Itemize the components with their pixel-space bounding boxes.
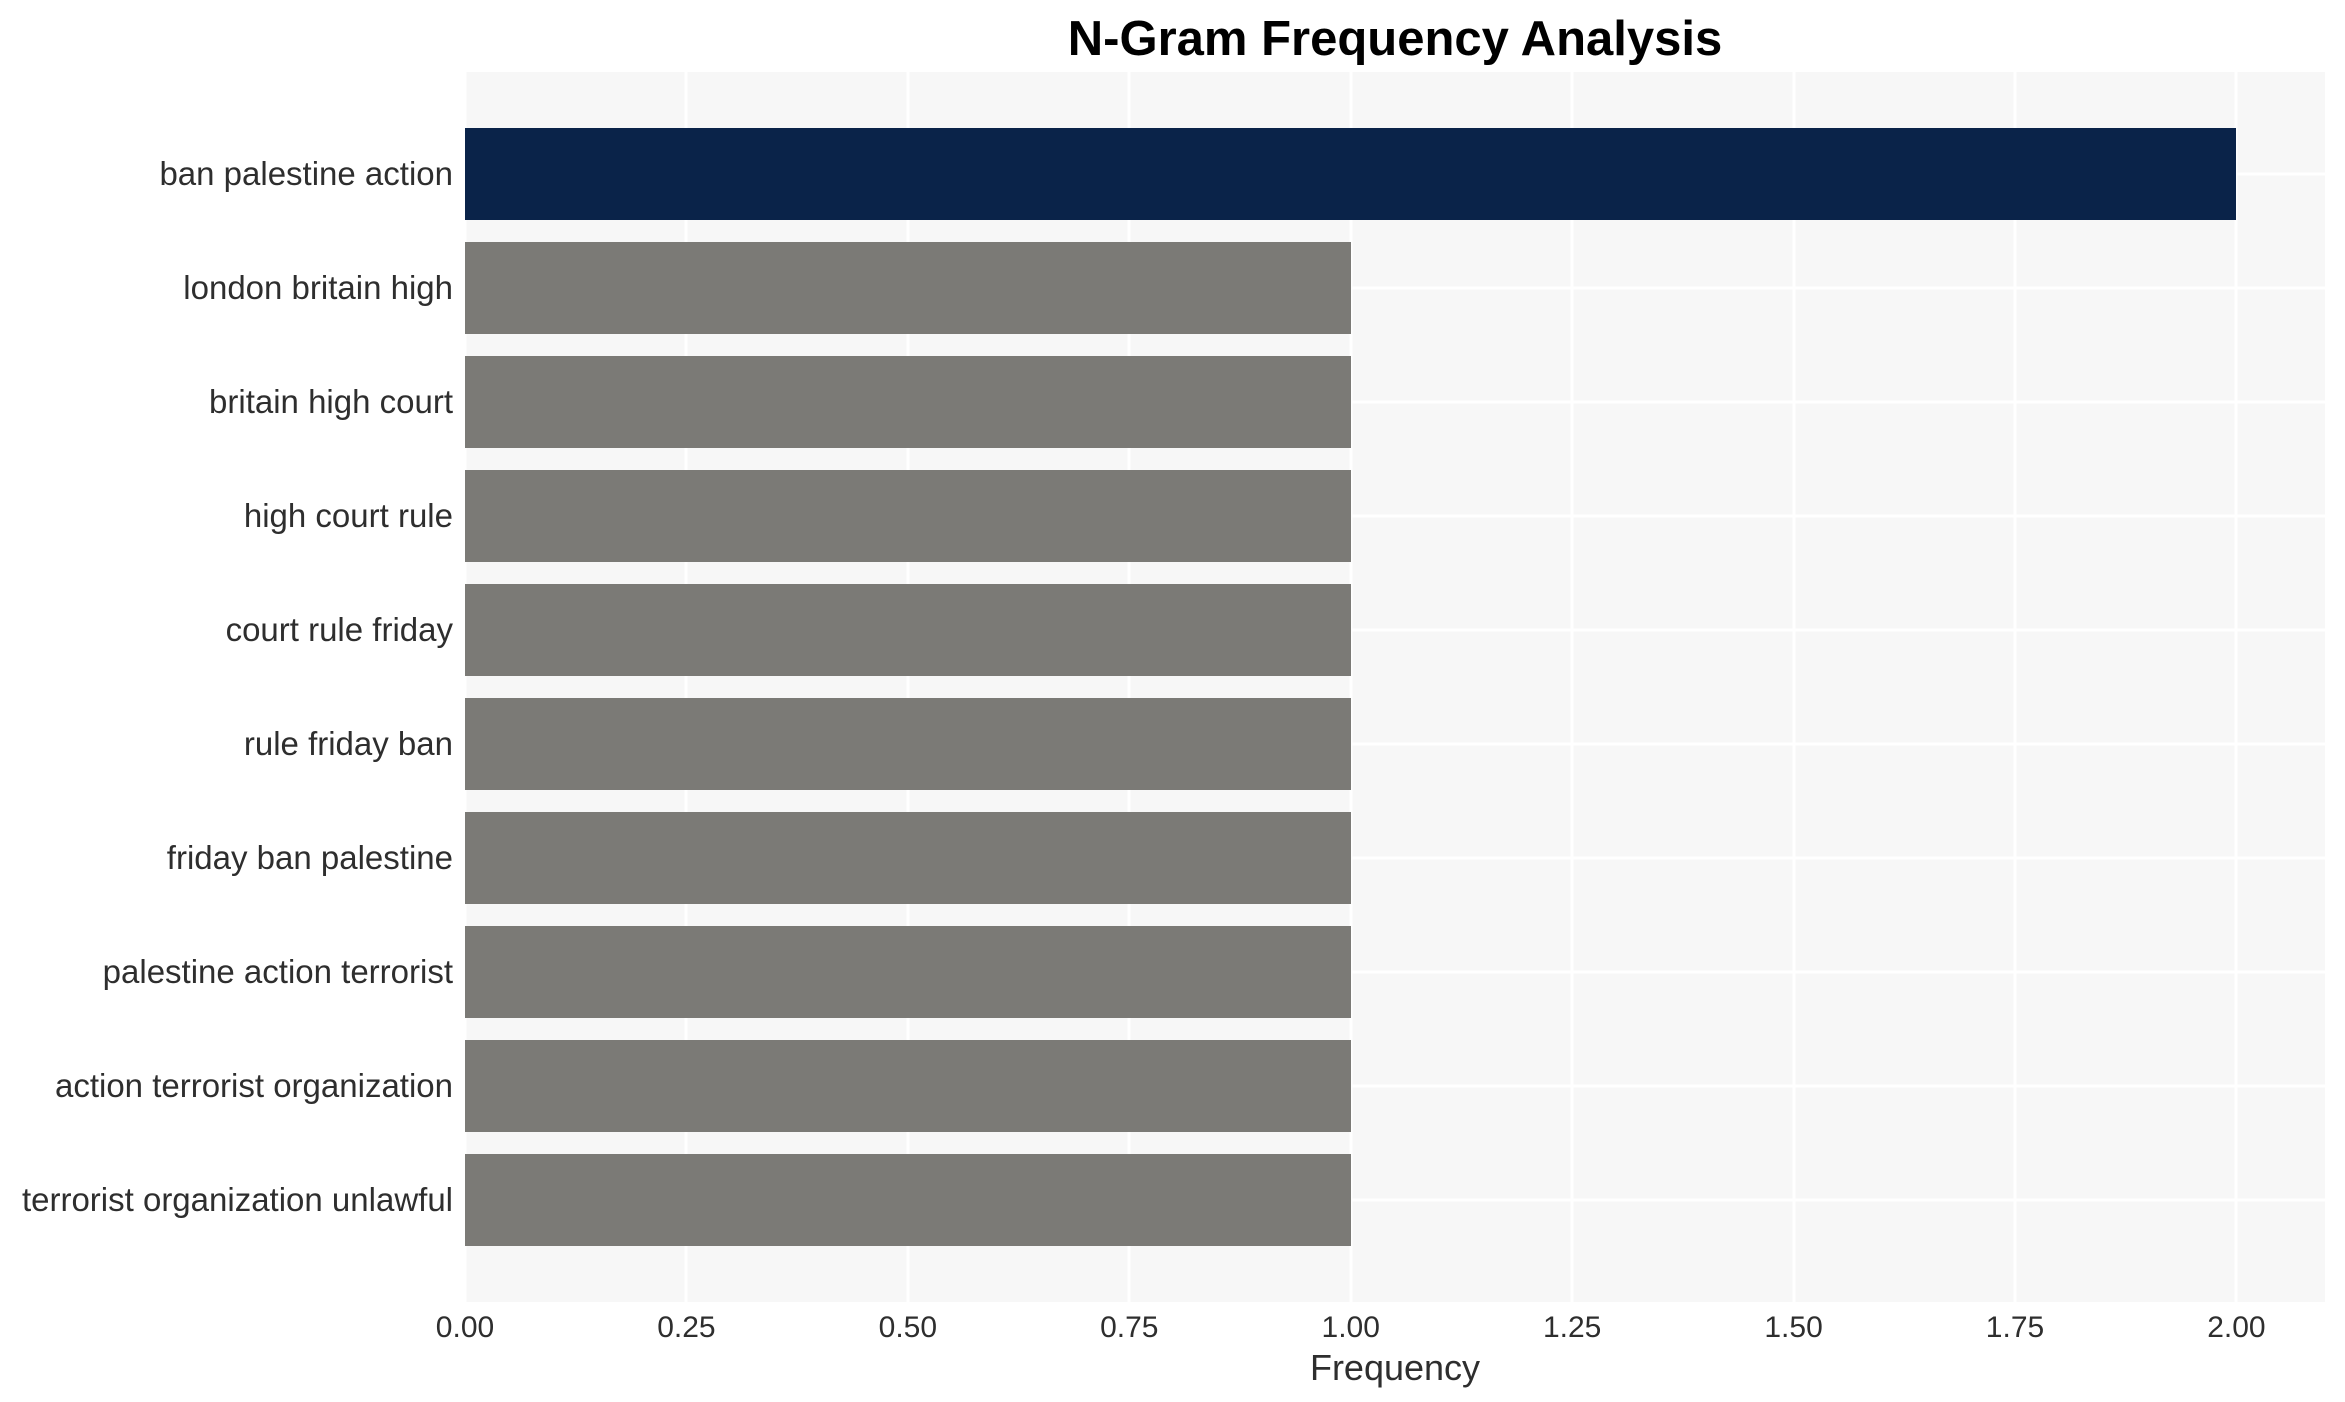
x-axis-label: Frequency — [1309, 1347, 1481, 1388]
gridline-vertical — [684, 72, 688, 1302]
bar-britain-high-court — [465, 356, 1351, 448]
x-tick-label: 0.75 — [1100, 1311, 1159, 1344]
gridline-horizontal — [465, 514, 2325, 518]
gridline-horizontal — [465, 970, 2325, 974]
x-axis-ticks: 0.00 0.25 0.50 0.75 1.00 1.25 1.50 1.75 2.00 — [436, 1302, 2325, 1346]
gridline-horizontal — [465, 1084, 2325, 1088]
y-tick-label: ban palestine action — [159, 155, 453, 192]
y-tick-label: court rule friday — [225, 611, 453, 648]
gridline-vertical — [906, 72, 910, 1302]
plot-area — [463, 72, 2325, 1302]
bar-action-terrorist-organization — [465, 1040, 1351, 1132]
bar-terrorist-organization-unlawful — [465, 1154, 1351, 1246]
y-axis-labels: ban palestine action london britain high b… — [0, 72, 453, 1302]
gridline-horizontal — [465, 286, 2325, 290]
gridline-horizontal — [465, 856, 2325, 860]
y-tick-label: britain high court — [209, 383, 453, 420]
gridline-horizontal — [465, 628, 2325, 632]
bar-friday-ban-palestine — [465, 812, 1351, 904]
x-tick-label: 1.25 — [1542, 1311, 1602, 1344]
x-tick-label: 0.00 — [435, 1311, 495, 1344]
gridline-vertical — [463, 72, 467, 1302]
bar-rule-friday-ban — [465, 698, 1351, 790]
gridline-vertical — [2013, 72, 2017, 1302]
gridline-vertical — [2234, 72, 2238, 1302]
x-tick-label: 0.50 — [878, 1311, 938, 1344]
y-tick-label: rule friday ban — [243, 725, 453, 762]
bar-ban-palestine-action — [465, 128, 2237, 220]
y-tick-label: friday ban palestine — [166, 839, 453, 876]
y-tick-label: london britain high — [183, 269, 453, 306]
x-tick-label: 1.00 — [1321, 1311, 1380, 1344]
gridline-vertical — [1127, 72, 1131, 1302]
gridline-horizontal — [465, 400, 2325, 404]
x-tick-label: 2.00 — [2207, 1311, 2266, 1344]
gridline-horizontal — [465, 1198, 2325, 1202]
gridline-horizontal — [465, 742, 2325, 746]
bar-london-britain-high — [465, 242, 1351, 334]
y-tick-label: high court rule — [243, 497, 453, 534]
chart-title: N-Gram Frequency Analysis — [1067, 12, 1723, 66]
x-tick-label: 0.25 — [657, 1311, 716, 1344]
y-tick-label: terrorist organization unlawful — [21, 1181, 453, 1218]
x-tick-label: 1.75 — [1985, 1311, 2045, 1344]
gridline-vertical — [1792, 72, 1796, 1302]
y-tick-label: action terrorist organization — [54, 1067, 453, 1104]
bar-high-court-rule — [465, 470, 1351, 562]
y-tick-label: palestine action terrorist — [102, 953, 453, 990]
gridline-vertical — [1570, 72, 1574, 1302]
bar-court-rule-friday — [465, 584, 1351, 676]
gridline-vertical — [1349, 72, 1353, 1302]
bar-palestine-action-terrorist — [465, 926, 1351, 1018]
x-tick-label: 1.50 — [1764, 1311, 1823, 1344]
